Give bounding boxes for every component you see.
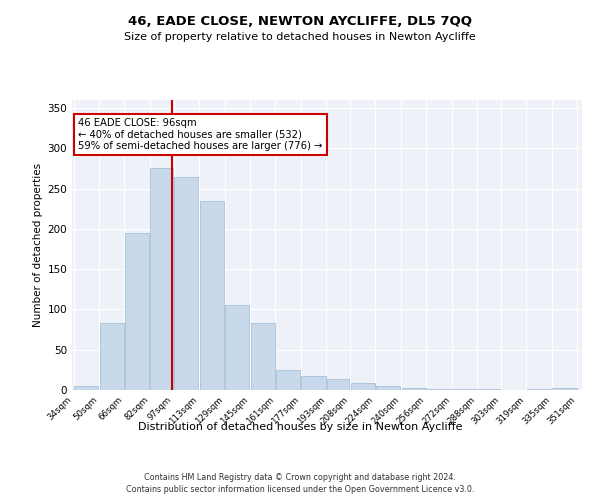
Text: Distribution of detached houses by size in Newton Aycliffe: Distribution of detached houses by size … — [138, 422, 462, 432]
Bar — [225, 306, 250, 390]
Text: Size of property relative to detached houses in Newton Aycliffe: Size of property relative to detached ho… — [124, 32, 476, 42]
Bar — [276, 370, 300, 390]
Bar — [200, 200, 224, 390]
Bar — [301, 376, 326, 390]
Bar — [251, 323, 275, 390]
Bar — [427, 389, 451, 390]
Y-axis label: Number of detached properties: Number of detached properties — [33, 163, 43, 327]
Text: 46, EADE CLOSE, NEWTON AYCLIFFE, DL5 7QQ: 46, EADE CLOSE, NEWTON AYCLIFFE, DL5 7QQ — [128, 15, 472, 28]
Bar — [452, 389, 476, 390]
Bar — [350, 383, 375, 390]
Text: Contains HM Land Registry data © Crown copyright and database right 2024.: Contains HM Land Registry data © Crown c… — [144, 472, 456, 482]
Text: Contains public sector information licensed under the Open Government Licence v3: Contains public sector information licen… — [126, 485, 474, 494]
Bar — [478, 389, 500, 390]
Text: 46 EADE CLOSE: 96sqm
← 40% of detached houses are smaller (532)
59% of semi-deta: 46 EADE CLOSE: 96sqm ← 40% of detached h… — [79, 118, 323, 151]
Bar — [175, 176, 199, 390]
Bar — [327, 378, 349, 390]
Bar — [151, 168, 173, 390]
Bar — [100, 323, 124, 390]
Bar — [527, 389, 551, 390]
Bar — [74, 386, 98, 390]
Bar — [376, 386, 400, 390]
Bar — [401, 388, 425, 390]
Bar — [553, 388, 577, 390]
Bar — [125, 233, 149, 390]
